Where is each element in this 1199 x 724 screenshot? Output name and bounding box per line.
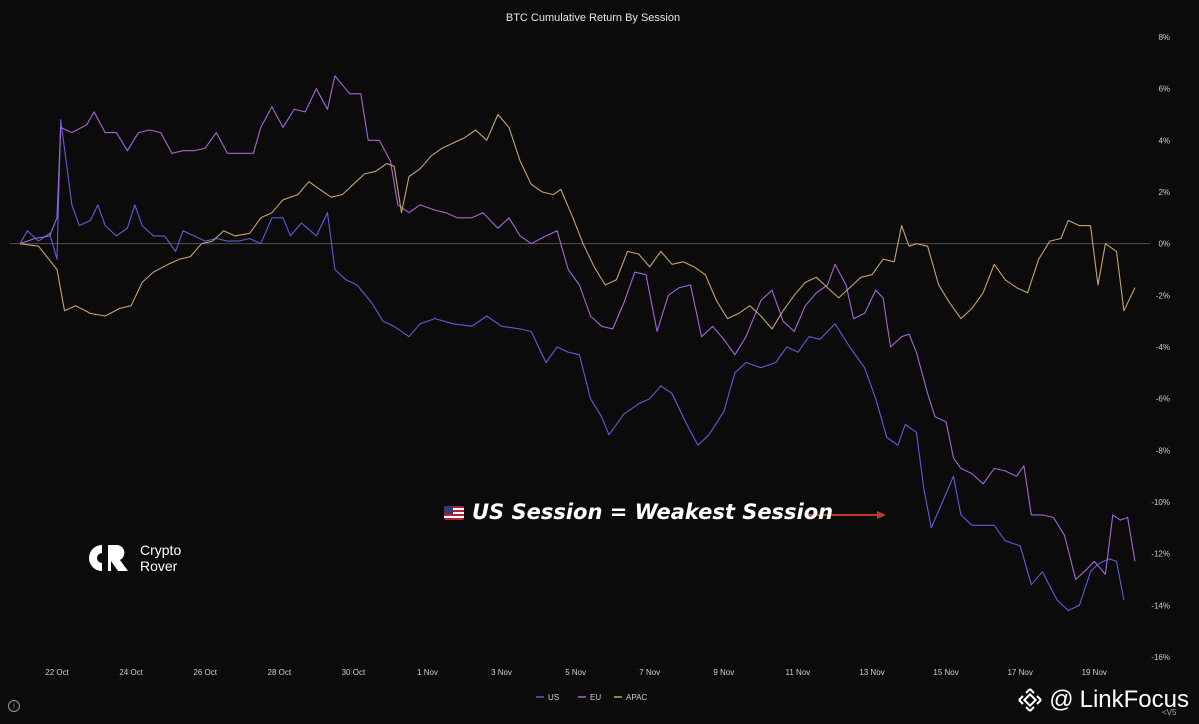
legend-label-us[interactable]: US: [548, 693, 559, 702]
y-tick-label: -8%: [1156, 446, 1170, 455]
binance-diamond-icon: [1018, 688, 1042, 712]
logo-line-1: Crypto: [140, 542, 182, 558]
y-tick-label: -6%: [1156, 395, 1170, 404]
y-tick-label: 4%: [1158, 136, 1170, 145]
x-tick-label: 13 Nov: [859, 668, 884, 677]
us-flag-icon: [444, 506, 464, 520]
x-tick-label: 5 Nov: [565, 668, 586, 677]
crypto-rover-logo-icon: [89, 545, 128, 571]
x-tick-label: 3 Nov: [491, 668, 512, 677]
legend-label-apac[interactable]: APAC: [626, 693, 647, 702]
y-tick-label: -4%: [1156, 343, 1170, 352]
legend-label-eu[interactable]: EU: [590, 693, 601, 702]
watermark-at: @: [1049, 686, 1074, 713]
x-tick-label: 11 Nov: [786, 668, 811, 677]
x-tick-label: 7 Nov: [639, 668, 660, 677]
x-axis: 22 Oct 24 Oct 26 Oct 28 Oct 30 Oct 1 Nov 3 Nov…: [45, 668, 1107, 677]
series-group: [19, 75, 1136, 612]
annotation-arrow: [806, 511, 886, 519]
y-tick-label: -2%: [1156, 291, 1170, 300]
corner-label: <V5: [1162, 708, 1177, 717]
x-tick-label: 28 Oct: [268, 668, 292, 677]
x-tick-label: 26 Oct: [193, 668, 217, 677]
x-tick-label: 24 Oct: [119, 668, 143, 677]
logo-text: Crypto Rover: [140, 542, 181, 574]
x-tick-label: 9 Nov: [713, 668, 734, 677]
series-line-us[interactable]: [19, 119, 1125, 612]
y-tick-label: -10%: [1151, 498, 1170, 507]
arrow-head-icon: [877, 511, 886, 519]
x-tick-label: 19 Nov: [1082, 668, 1107, 677]
y-axis: 8% 6% 4% 2% 0% -2% -4% -6% -8% -10% -12% -14% -16%: [1151, 33, 1170, 662]
info-icon[interactable]: i: [8, 700, 20, 712]
watermark-text: LinkFocus: [1079, 686, 1189, 713]
crypto-rover-logo: Crypto Rover: [86, 541, 181, 575]
annotation-label: US Session = Weakest Session: [472, 500, 834, 524]
legend[interactable]: US EU APAC: [536, 693, 647, 702]
y-tick-label: 8%: [1158, 33, 1170, 42]
x-tick-label: 15 Nov: [933, 668, 958, 677]
y-tick-label: -14%: [1151, 601, 1170, 610]
x-tick-label: 30 Oct: [342, 668, 366, 677]
chart-title: BTC Cumulative Return By Session: [506, 12, 680, 24]
y-tick-label: 6%: [1158, 85, 1170, 94]
y-tick-label: 2%: [1158, 188, 1170, 197]
series-line-apac[interactable]: [19, 113, 1136, 330]
logo-line-2: Rover: [140, 558, 178, 574]
y-tick-label: 0%: [1158, 240, 1170, 249]
x-tick-label: 1 Nov: [417, 668, 438, 677]
x-tick-label: 17 Nov: [1007, 668, 1032, 677]
annotation-text: US Session = Weakest Session: [444, 500, 833, 524]
series-line-eu[interactable]: [19, 75, 1136, 581]
linkfocus-watermark: @ LinkFocus: [1017, 686, 1189, 714]
x-tick-label: 22 Oct: [45, 668, 69, 677]
y-tick-label: -12%: [1151, 550, 1170, 559]
y-tick-label: -16%: [1151, 653, 1170, 662]
